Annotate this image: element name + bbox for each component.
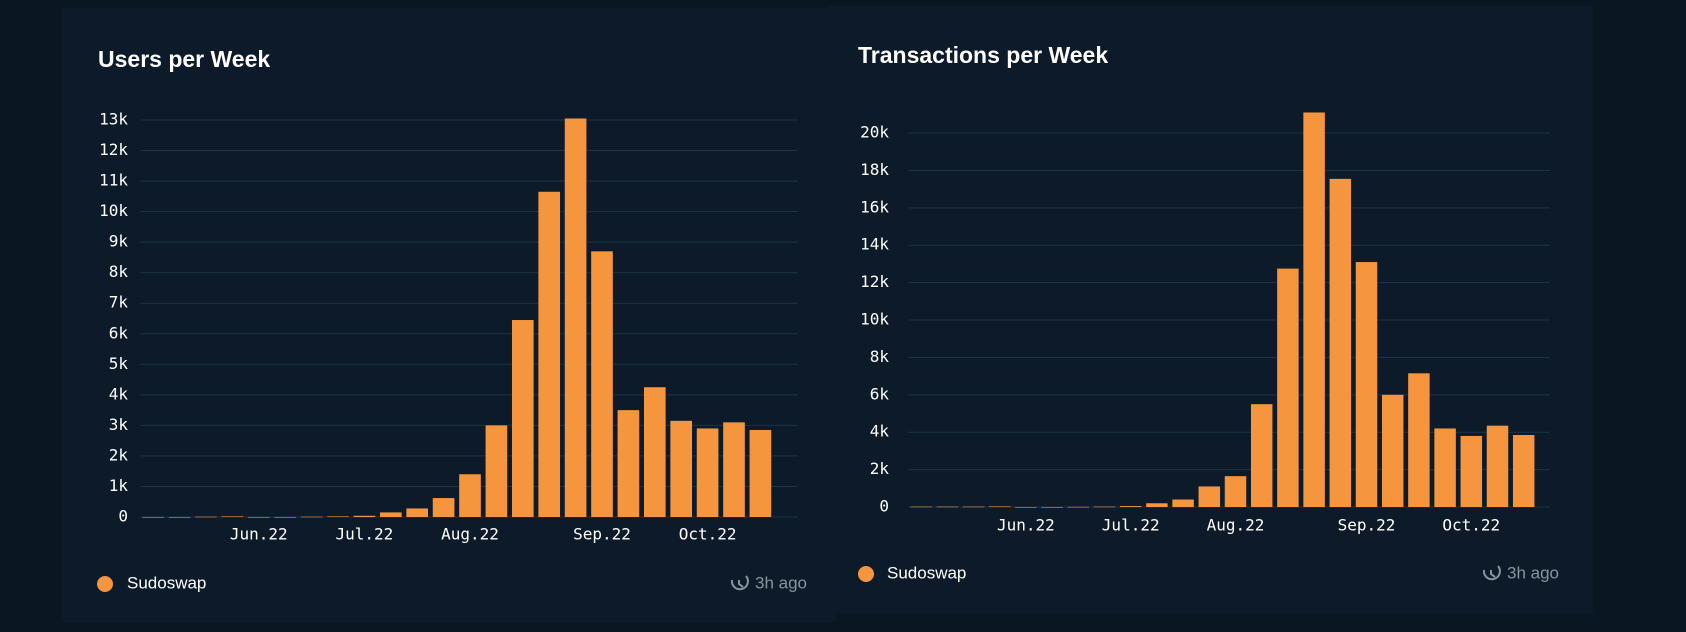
clock-icon [730, 575, 749, 591]
bar [142, 517, 165, 518]
chart-card: Users per Week 0 1k 2k 3k 4k 5k 6k 7k 8k 9k 10k 11k 1… [62, 8, 836, 622]
y-tick-label: 14k [860, 235, 889, 254]
bar [564, 118, 587, 517]
y-tick-label: 12k [99, 140, 128, 159]
bar [1119, 506, 1142, 507]
y-tick-label: 2k [870, 459, 890, 478]
bar [1172, 499, 1194, 507]
x-tick-label: Oct.22 [1442, 516, 1500, 535]
x-tick-label: Aug.22 [441, 525, 499, 544]
chart: Users per Week 0 1k 2k 3k 4k 5k 6k 7k 8k 9k 10k 11k 1… [97, 46, 807, 592]
x-tick-label: Sep.22 [1338, 516, 1396, 535]
bar [459, 474, 481, 517]
y-tick-label: 8k [109, 262, 129, 281]
y-tick-label: 3k [109, 415, 129, 434]
y-tick-label: 10k [99, 201, 128, 220]
bar [1146, 503, 1168, 507]
y-tick-label: 9k [109, 232, 129, 251]
bar [1329, 178, 1352, 507]
bar [670, 420, 693, 517]
bar [1041, 507, 1063, 508]
bar [749, 429, 772, 517]
bar [591, 251, 613, 518]
chart-title: Transactions per Week [858, 42, 1108, 68]
legend-label: Sudoswap [887, 563, 966, 582]
bar [1277, 268, 1299, 507]
legend-marker [97, 576, 113, 592]
y-tick-label: 13k [99, 110, 128, 129]
bar [1250, 404, 1273, 507]
y-tick-label: 11k [99, 171, 128, 190]
legend-marker [858, 566, 874, 582]
y-tick-label: 12k [860, 272, 889, 291]
bar [1224, 476, 1247, 507]
y-tick-label: 5k [109, 354, 129, 373]
y-tick-label: 4k [109, 384, 129, 403]
bar [1355, 262, 1378, 507]
bar [432, 498, 455, 517]
bar [936, 506, 959, 508]
bar [617, 410, 640, 517]
bar [1303, 112, 1325, 508]
bar [723, 422, 745, 517]
bar [1198, 486, 1221, 507]
y-tick-label: 20k [860, 123, 889, 142]
bar [327, 516, 349, 517]
y-tick-label: 7k [109, 293, 129, 312]
bar [379, 512, 402, 517]
bar [1381, 394, 1404, 507]
chart-title: Users per Week [98, 46, 270, 72]
y-tick-label: 4k [870, 422, 890, 441]
x-tick-label: Jun.22 [997, 516, 1055, 535]
bar [168, 517, 191, 518]
bar [221, 516, 244, 517]
bar [1067, 506, 1090, 508]
bar [1512, 435, 1535, 507]
bar [988, 506, 1011, 508]
updated-time: 3h ago [755, 573, 807, 592]
y-tick-label: 16k [860, 197, 889, 216]
x-tick-label: Aug.22 [1207, 516, 1265, 535]
bar [643, 387, 666, 517]
y-tick-label: 0 [879, 497, 889, 516]
bar [1093, 506, 1116, 508]
bar [274, 517, 297, 518]
bar [195, 516, 217, 518]
bar [247, 517, 270, 518]
legend-label: Sudoswap [127, 573, 206, 592]
bar [1408, 373, 1430, 507]
y-tick-label: 6k [870, 384, 890, 403]
bar [1015, 507, 1037, 508]
y-tick-label: 6k [109, 323, 129, 342]
bar [485, 425, 508, 517]
x-tick-label: Jun.22 [230, 525, 288, 544]
y-tick-label: 8k [870, 347, 890, 366]
bar [353, 515, 376, 517]
bar [910, 506, 932, 508]
y-tick-label: 2k [109, 445, 129, 464]
y-tick-label: 10k [860, 310, 889, 329]
x-tick-label: Oct.22 [679, 525, 737, 544]
chart: Transactions per Week 0 2k 4k 6k 8k 10k 12k 14k 1… [858, 42, 1559, 582]
clock-icon [1482, 565, 1501, 581]
bar [406, 508, 429, 517]
chart-card: Transactions per Week 0 2k 4k 6k 8k 10k 12k 14k 1… [828, 6, 1593, 613]
updated-time: 3h ago [1507, 563, 1559, 582]
y-tick-label: 0 [118, 507, 128, 526]
bar [1486, 425, 1509, 507]
bar [1460, 435, 1483, 507]
y-tick-label: 18k [860, 160, 889, 179]
x-tick-label: Jul.22 [336, 525, 394, 544]
bar [1434, 428, 1456, 507]
x-tick-label: Sep.22 [573, 525, 631, 544]
x-tick-label: Jul.22 [1102, 516, 1160, 535]
bar [511, 320, 534, 517]
bar [538, 191, 561, 517]
y-tick-label: 1k [109, 476, 129, 495]
bar [696, 428, 719, 517]
bar [300, 516, 323, 518]
bar [962, 506, 985, 508]
